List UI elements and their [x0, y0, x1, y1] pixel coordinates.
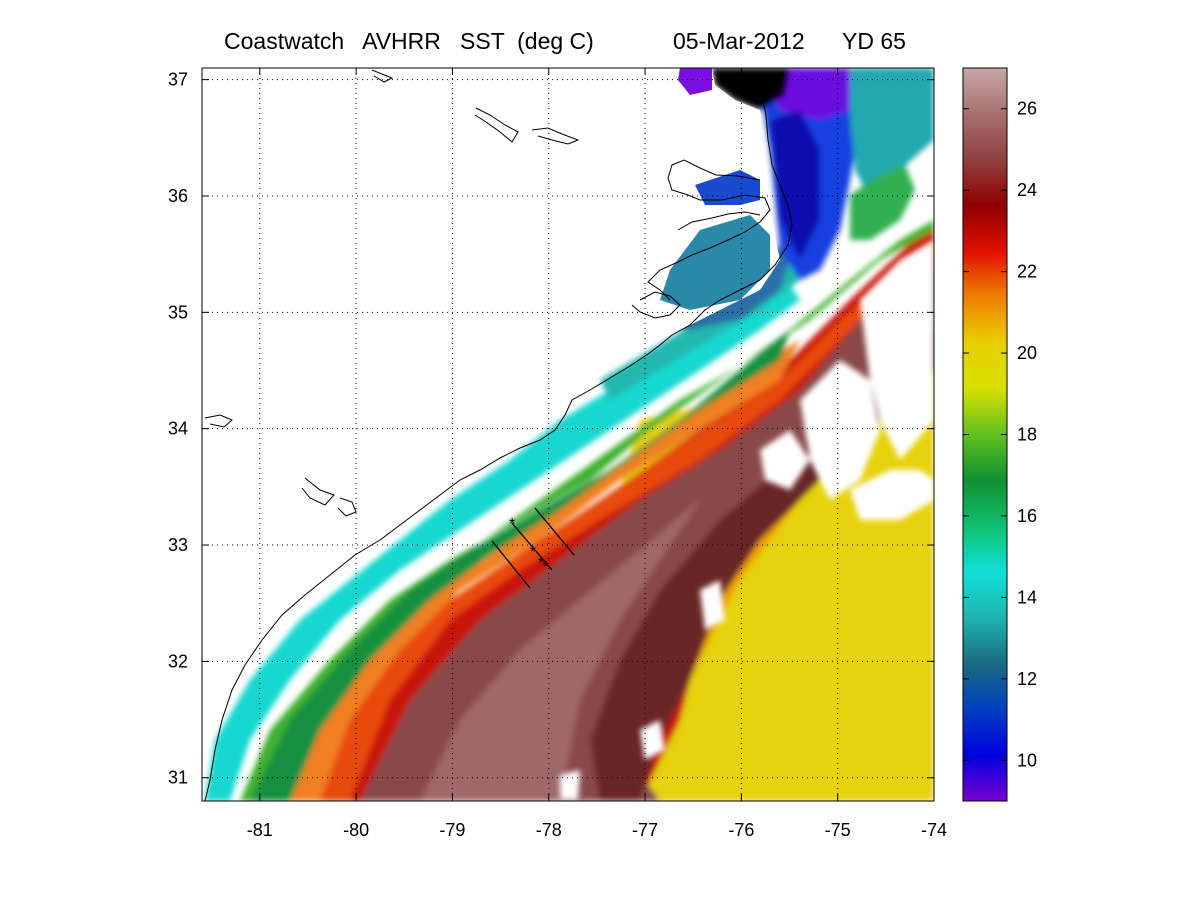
north-slope-teal	[850, 68, 934, 200]
lon-tick-label: -78	[536, 820, 562, 840]
lon-tick-label: -79	[439, 820, 465, 840]
map-grid	[202, 68, 934, 801]
transect-line	[511, 522, 553, 571]
map-title-year-day: YD 65	[842, 28, 906, 54]
chesapeake-violet	[678, 68, 712, 95]
coastline	[204, 69, 793, 801]
lat-tick-label: 31	[168, 768, 188, 788]
colorbar-tick-label: 22	[1017, 262, 1037, 282]
map-title-date: 05-Mar-2012	[673, 28, 805, 54]
lon-tick-label: -80	[343, 820, 369, 840]
transects	[491, 507, 575, 589]
lat-tick-label: 33	[168, 535, 188, 555]
station-markers: * * * *	[509, 516, 549, 576]
sst-colorbar: 26 24 22 20 18 16 14 12 10	[962, 67, 1037, 802]
lon-tick-label: -81	[247, 820, 273, 840]
colorbar-tick-label: 26	[1017, 99, 1037, 119]
sst-field	[202, 68, 934, 801]
coastline-inlet-2	[531, 127, 580, 145]
station-marker: *	[543, 559, 549, 576]
land-mask	[202, 68, 780, 801]
coastline-inlet-1	[474, 107, 519, 143]
lat-tick-label: 34	[168, 419, 188, 439]
coastline-inlet-3	[204, 414, 233, 428]
station-marker: *	[530, 544, 536, 561]
coastline-albemarle	[677, 211, 761, 231]
colorbar-tick-label: 12	[1017, 669, 1037, 689]
cloud-gaps	[560, 240, 934, 800]
station-marker: *	[509, 516, 515, 533]
cloud-black-patch	[712, 68, 790, 110]
colorbar-tick-label: 14	[1017, 587, 1037, 607]
lat-tick-label: 35	[168, 302, 188, 322]
transect-line	[534, 507, 575, 556]
lon-tick-label: -77	[632, 820, 658, 840]
latitude-axis: 37 36 35 34 33 32 31	[168, 70, 934, 788]
lon-tick-label: -76	[728, 820, 754, 840]
coastline-inlet-4	[301, 477, 335, 506]
mid-shelf-darkgreen-band	[250, 330, 790, 801]
lon-tick-label: -74	[921, 820, 947, 840]
plot-frame	[201, 67, 935, 802]
lon-tick-label: -75	[825, 820, 851, 840]
colorbar-tick-label: 16	[1017, 506, 1037, 526]
shelf-orange-band	[260, 340, 800, 801]
longitude-axis: -81 -80 -79 -78 -77 -76 -75 -74	[247, 68, 947, 840]
lat-tick-label: 36	[168, 186, 188, 206]
coastline-inlet-5	[337, 497, 357, 517]
coastline-main	[204, 74, 793, 801]
cold-shelf-navy	[770, 110, 820, 260]
colorbar-tick-label: 18	[1017, 425, 1037, 445]
lat-tick-label: 32	[168, 651, 188, 671]
map-title-product: Coastwatch AVHRR SST (deg C)	[224, 28, 594, 54]
station-marker: *	[538, 555, 544, 572]
sound-blue-inlet	[695, 170, 760, 205]
coastline-pamlico	[631, 291, 681, 319]
colorbar-tick-label: 24	[1017, 180, 1037, 200]
coastline-sounds	[647, 159, 771, 301]
gulf-stream-light-center	[420, 500, 700, 801]
north-slope-green	[850, 165, 915, 240]
transect-line	[491, 540, 531, 589]
lat-tick-label: 37	[168, 70, 188, 90]
colorbar-tick-label: 10	[1017, 750, 1037, 770]
coastline-inlet-6	[371, 69, 394, 83]
sound-teal	[660, 215, 770, 310]
inner-shelf-cyan	[205, 270, 800, 801]
colorbar-tick-label: 20	[1017, 343, 1037, 363]
gulf-stream-core	[360, 250, 934, 801]
